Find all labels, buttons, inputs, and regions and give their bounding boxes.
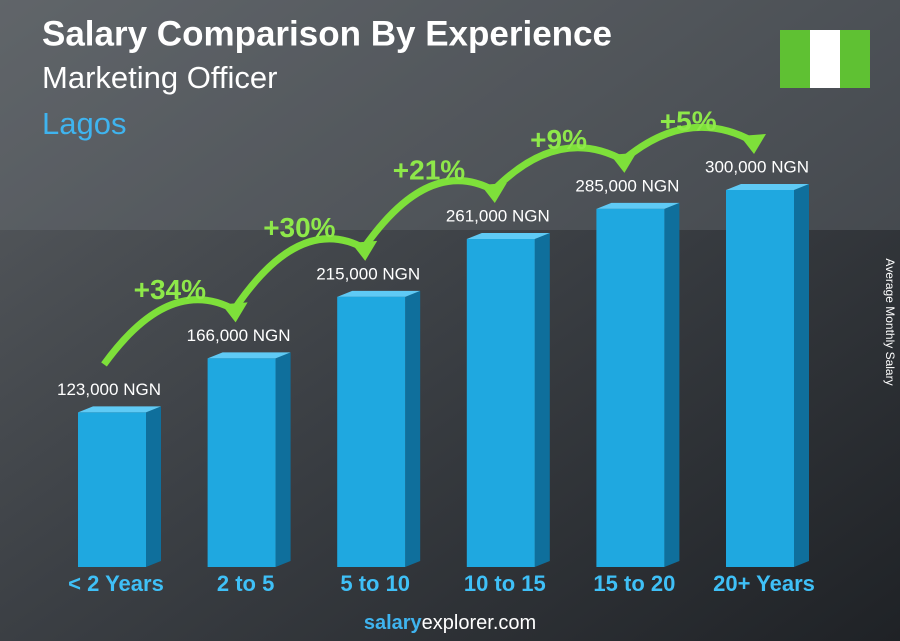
- flag-stripe: [780, 30, 810, 88]
- bar-top: [596, 202, 680, 209]
- chart-subtitle: Marketing Officer: [42, 60, 277, 95]
- bar: [596, 208, 665, 567]
- bar-side: [146, 406, 161, 567]
- footer-bold: salary: [364, 612, 423, 634]
- bar-side: [534, 233, 550, 567]
- increase-arrow: [230, 235, 367, 313]
- x-tick-label: 15 to 20: [593, 571, 675, 596]
- footer-rest: explorer.com: [422, 612, 537, 634]
- bar-top: [726, 184, 809, 190]
- increase-arrowhead: [740, 134, 766, 154]
- bar: [466, 239, 535, 567]
- increase-label: +21%: [393, 154, 465, 185]
- location: Lagos: [42, 106, 126, 141]
- value-label: 300,000 NGN: [705, 157, 809, 176]
- bar-side: [405, 290, 421, 567]
- bar-top: [337, 290, 421, 297]
- bar-top: [466, 233, 550, 240]
- increase-label: +5%: [660, 105, 717, 136]
- x-tick-label: < 2 Years: [68, 571, 164, 596]
- bar: [78, 412, 146, 567]
- flag-stripe: [840, 30, 870, 88]
- increase-arrowhead: [351, 240, 378, 261]
- bar-top: [207, 352, 291, 359]
- value-label: 285,000 NGN: [575, 176, 679, 195]
- increase-arrowhead: [221, 302, 248, 323]
- bar-side: [794, 184, 809, 567]
- x-tick-label: 5 to 10: [340, 571, 410, 596]
- increase-arrow: [620, 123, 756, 164]
- y-axis-label: Average Monthly Salary: [883, 258, 897, 385]
- increase-arrow: [490, 144, 627, 194]
- increase-arrow: [101, 296, 238, 367]
- increase-label: +34%: [134, 274, 206, 305]
- flag: [780, 30, 870, 88]
- bar-top: [78, 406, 161, 413]
- increase-arrow: [360, 177, 497, 251]
- value-label: 261,000 NGN: [446, 206, 550, 225]
- x-tick-label: 20+ Years: [713, 571, 815, 596]
- bar: [726, 190, 794, 567]
- value-label: 215,000 NGN: [316, 264, 420, 283]
- x-tick-label: 2 to 5: [217, 571, 274, 596]
- x-tick-label: 10 to 15: [464, 571, 546, 596]
- bar: [207, 358, 276, 567]
- bar-side: [275, 352, 291, 567]
- flag-stripe: [810, 30, 840, 88]
- value-label: 123,000 NGN: [57, 380, 161, 399]
- bar-side: [664, 202, 680, 567]
- bar: [337, 296, 406, 567]
- footer: salaryexplorer.com: [364, 612, 536, 634]
- chart-title: Salary Comparison By Experience: [42, 14, 612, 53]
- increase-label: +9%: [530, 124, 587, 155]
- value-label: 166,000 NGN: [187, 326, 291, 345]
- increase-label: +30%: [263, 212, 335, 243]
